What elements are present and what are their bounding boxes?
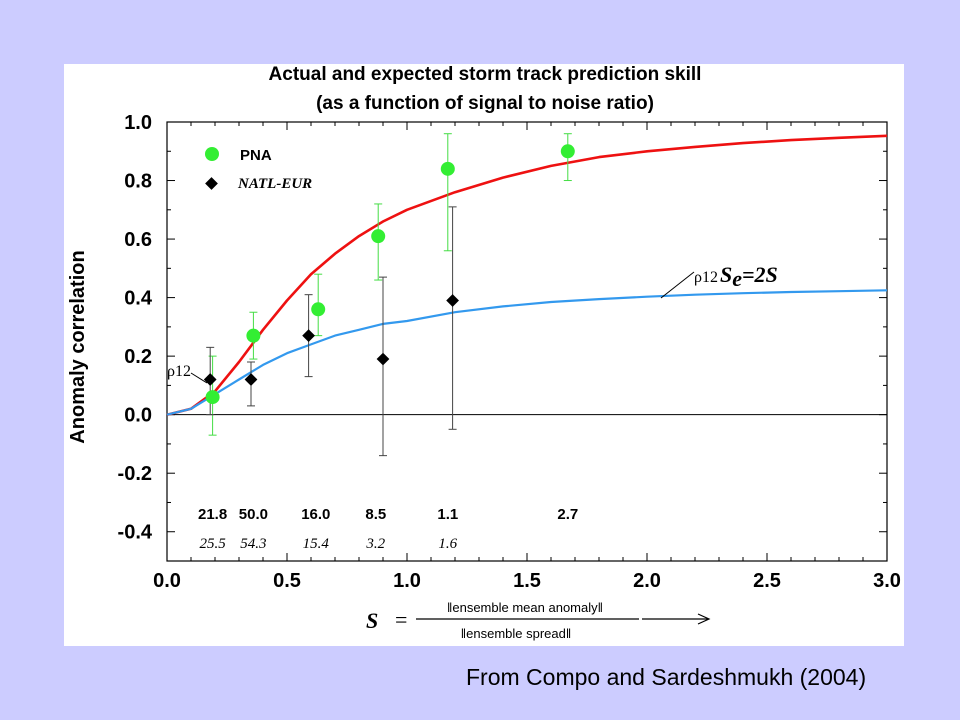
- count-label-row2: 25.5: [199, 536, 226, 552]
- blue-curve-annotation-pointer: [660, 271, 695, 299]
- x-tick-label: 2.0: [633, 570, 661, 592]
- point-pna: [371, 229, 386, 244]
- chart-title-line2: (as a function of signal to noise ratio): [316, 93, 654, 114]
- x-axis-label: S = ‖ensemble mean anomaly‖ ‖ensemble sp…: [366, 600, 711, 641]
- x-tick-labels: 0.0 0.5 1.0 1.5 2.0 2.5 3.0: [153, 570, 901, 592]
- count-label-row1: 2.7: [557, 506, 578, 523]
- point-natl-eur: [244, 373, 258, 386]
- legend: PNA NATL-EUR: [205, 147, 312, 192]
- point-pna: [440, 161, 455, 176]
- chart-title-line1: Actual and expected storm track predicti…: [269, 64, 702, 85]
- chart-panel: Actual and expected storm track predicti…: [64, 64, 904, 646]
- point-pna: [560, 144, 575, 159]
- x-tick-label: 1.5: [513, 570, 541, 592]
- y-tick-label: -0.4: [118, 522, 153, 544]
- count-label-row1: 16.0: [301, 506, 330, 523]
- legend-natl-eur-marker: [205, 177, 218, 190]
- x-label-symbol: S: [366, 608, 378, 633]
- rho12-annotation: ρ12: [167, 363, 191, 380]
- y-tick-labels: -0.4 -0.2 0.0 0.2 0.4 0.6 0.8 1.0: [118, 112, 153, 544]
- y-tick-label: 0.6: [124, 229, 152, 251]
- blue-curve-annotation: ρ12Se=2S: [694, 262, 778, 291]
- x-tick-label: 1.0: [393, 570, 421, 592]
- point-natl-eur: [446, 294, 459, 307]
- point-pna: [246, 328, 261, 343]
- x-tick-label: 3.0: [873, 570, 901, 592]
- legend-pna-marker: [205, 147, 219, 161]
- count-label-row2: 54.3: [240, 536, 266, 552]
- legend-natl-eur-label: NATL-EUR: [237, 176, 312, 192]
- y-axis-label: Anomaly correlation: [67, 250, 89, 443]
- curve-blue: [166, 289, 888, 416]
- point-pna: [205, 390, 220, 405]
- x-label-equals: =: [395, 607, 407, 632]
- curve-red: [166, 134, 888, 416]
- model-curves: [166, 134, 888, 416]
- count-label-row1: 8.5: [365, 506, 386, 523]
- point-natl-eur: [376, 352, 390, 366]
- error-bars: [206, 133, 572, 457]
- x-label-numerator: ‖ensemble mean anomaly‖: [447, 600, 603, 615]
- x-label-arrow-head: [697, 613, 711, 625]
- storm-track-chart: Actual and expected storm track predicti…: [67, 64, 901, 641]
- y-tick-label: 0.0: [124, 405, 152, 427]
- count-label-row1: 1.1: [437, 506, 458, 523]
- count-label-row2: 1.6: [438, 536, 457, 552]
- count-label-row2: 3.2: [365, 536, 385, 552]
- point-pna: [311, 302, 326, 317]
- rho12-annotation-pointer: [190, 372, 208, 384]
- x-tick-label: 0.5: [273, 570, 301, 592]
- x-tick-label: 2.5: [753, 570, 781, 592]
- point-natl-eur: [302, 329, 315, 343]
- y-tick-label: 0.4: [124, 288, 153, 310]
- point-natl-eur: [203, 373, 217, 386]
- count-label-row1: 50.0: [239, 506, 268, 523]
- count-label-row1: 21.8: [198, 506, 227, 523]
- count-label-row2: 15.4: [303, 536, 330, 552]
- legend-pna-label: PNA: [240, 147, 272, 164]
- y-tick-label: 0.2: [124, 346, 152, 368]
- count-labels: 21.8 50.0 16.0 8.5 1.1 2.7 25.5 54.3 15.4 3.2 1.6: [198, 506, 578, 552]
- x-tick-label: 0.0: [153, 570, 181, 592]
- x-label-denominator: ‖ensemble spread‖: [461, 626, 571, 641]
- source-caption: From Compo and Sardeshmukh (2004): [466, 664, 867, 690]
- y-tick-label: 0.8: [124, 171, 152, 193]
- y-tick-label: 1.0: [124, 112, 152, 134]
- data-points: [203, 144, 575, 405]
- y-tick-label: -0.2: [118, 463, 152, 485]
